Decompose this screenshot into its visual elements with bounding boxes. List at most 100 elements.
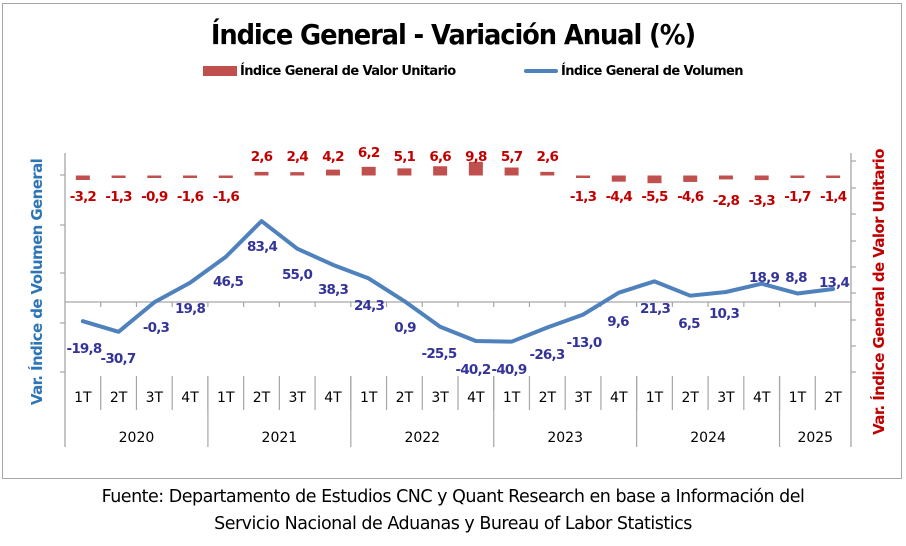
- line-data-label: 9,6: [607, 314, 629, 330]
- legend-bar-swatch-icon: [203, 66, 237, 76]
- x-tick-label-quarter: 1T: [74, 390, 92, 406]
- chart-frame: [2, 3, 902, 479]
- x-tick-label-year: 2024: [690, 430, 726, 446]
- bar-data-label: -3,2: [70, 189, 97, 205]
- bar-data-label: -2,8: [713, 193, 740, 209]
- line-data-label: -30,7: [101, 351, 136, 367]
- bar-data-label: 4,2: [322, 149, 344, 165]
- line-data-label: 38,3: [318, 282, 349, 298]
- bar-data-label: -1,3: [105, 189, 132, 205]
- bar-data-label: -1,3: [570, 189, 597, 205]
- bar: [111, 175, 126, 178]
- bar-data-label: -1,6: [213, 189, 240, 205]
- bar: [325, 169, 340, 176]
- bar-data-label: -0,9: [141, 189, 168, 205]
- footer-line-2: Servicio Nacional de Aduanas y Bureau of…: [214, 514, 692, 534]
- x-tick-label-year: 2022: [404, 430, 440, 446]
- line-data-label: 24,3: [354, 298, 385, 314]
- source-footer: Fuente: Departamento de Estudios CNC y Q…: [0, 484, 906, 538]
- bar: [254, 171, 269, 176]
- bar-data-label: -5,5: [641, 189, 668, 205]
- x-tick-label-quarter: 1T: [360, 390, 378, 406]
- line-data-label: -40,9: [492, 362, 527, 378]
- x-tick-label-year: 2023: [547, 430, 583, 446]
- bar-data-label: 5,1: [394, 149, 416, 165]
- bar: [433, 166, 448, 176]
- bar: [683, 175, 698, 182]
- x-tick-label-quarter: 2T: [396, 390, 414, 406]
- x-tick-label-quarter: 2T: [824, 390, 842, 406]
- bar: [576, 175, 591, 178]
- axes: [60, 153, 856, 447]
- line-data-label: 6,5: [678, 316, 700, 332]
- line-data-labels: -19,8-30,7 -0,3 19,8 46,5 83,455,0 38,3 24,3 0,…: [67, 239, 851, 378]
- line-data-label: 55,0: [282, 267, 313, 283]
- bar: [147, 175, 162, 178]
- x-tick-label-year: 2025: [797, 430, 833, 446]
- line-data-label: -26,3: [530, 347, 565, 363]
- bar-data-label: -1,4: [820, 189, 847, 205]
- bar: [647, 175, 662, 184]
- bar-data-label: 5,7: [501, 149, 523, 165]
- line-data-label: 0,9: [394, 320, 416, 336]
- bar-data-label: 6,2: [358, 145, 380, 161]
- bar-data-label: -1,6: [177, 189, 204, 205]
- x-tick-label-year: 2021: [262, 430, 298, 446]
- line-data-label: 83,4: [247, 239, 278, 255]
- x-tick-label-quarter: 4T: [181, 390, 199, 406]
- x-tick-label-quarter: 1T: [789, 390, 807, 406]
- chart-plot: -3,2 -1,3 -0,9 -1,6 -1,6 2,6 2,4 4,2 6,2 5,1 6,6 9,…: [27, 145, 888, 447]
- bar: [826, 175, 841, 178]
- x-tick-label-quarter: 4T: [753, 390, 771, 406]
- line-data-label: 18,9: [749, 270, 780, 286]
- bar: [218, 175, 233, 178]
- x-tick-label-year: 2020: [119, 430, 155, 446]
- bar-data-label: -4,4: [606, 189, 633, 205]
- legend-item-valor-unitario: Índice General de Valor Unitario: [203, 62, 456, 80]
- legend-line-swatch-icon: [524, 69, 558, 73]
- x-tick-label-quarter: 2T: [110, 390, 128, 406]
- bar-data-label: -4,6: [677, 189, 704, 205]
- bar: [504, 167, 519, 176]
- chart-title: Índice General - Variación Anual (%): [210, 18, 696, 51]
- bar-data-label: 2,6: [251, 149, 273, 165]
- bar-data-label: -1,7: [784, 189, 811, 205]
- y-axis-label-right: Var. Índice General de Valor Unitario: [869, 149, 888, 435]
- bar: [754, 175, 769, 181]
- bar-data-labels: -3,2 -1,3 -0,9 -1,6 -1,6 2,6 2,4 4,2 6,2 5,1 6,6 9,…: [70, 145, 848, 209]
- bar-data-label: 2,4: [286, 149, 308, 165]
- x-tick-label-quarter: 1T: [503, 390, 521, 406]
- bar: [75, 175, 90, 180]
- line-data-label: 19,8: [175, 301, 206, 317]
- x-tick-label-quarter: 3T: [717, 390, 735, 406]
- bar: [611, 175, 626, 182]
- line-data-label: 46,5: [213, 274, 244, 290]
- line-data-label: -25,5: [422, 346, 457, 362]
- volumen-line: [80, 219, 836, 344]
- legend-label-valor-unitario: Índice General de Valor Unitario: [240, 63, 456, 79]
- x-tick-label-quarter: 4T: [467, 390, 485, 406]
- bar-data-label: -3,3: [749, 193, 776, 209]
- line-data-label: -0,3: [143, 320, 170, 336]
- x-axis: 1T 2T 3T 4T 1T 2T 3T 4T 1T 2T 3T 4T 1T 2T 3T 4T 1T 2T 3T 4T…: [74, 376, 842, 447]
- line-data-label: 13,4: [819, 275, 850, 291]
- bar: [540, 171, 555, 176]
- x-tick-label-quarter: 4T: [324, 390, 342, 406]
- bar-data-label: 9,8: [465, 149, 487, 165]
- line-series: [80, 219, 836, 344]
- line-data-label: -19,8: [67, 341, 102, 357]
- footer-line-1: Fuente: Departamento de Estudios CNC y Q…: [101, 487, 805, 507]
- bar: [468, 161, 483, 176]
- legend-item-volumen: Índice General de Volumen: [524, 62, 743, 80]
- bar: [290, 172, 305, 176]
- bar-data-label: 6,6: [429, 149, 451, 165]
- x-tick-label-quarter: 2T: [539, 390, 557, 406]
- bar: [790, 175, 805, 178]
- line-data-label: 10,3: [709, 306, 740, 322]
- line-data-label: -40,2: [456, 362, 491, 378]
- bar-data-label: 2,6: [537, 149, 559, 165]
- bar-series: [75, 161, 841, 184]
- x-tick-label-quarter: 4T: [610, 390, 628, 406]
- line-data-label: 8,8: [785, 270, 807, 286]
- bar: [361, 166, 376, 176]
